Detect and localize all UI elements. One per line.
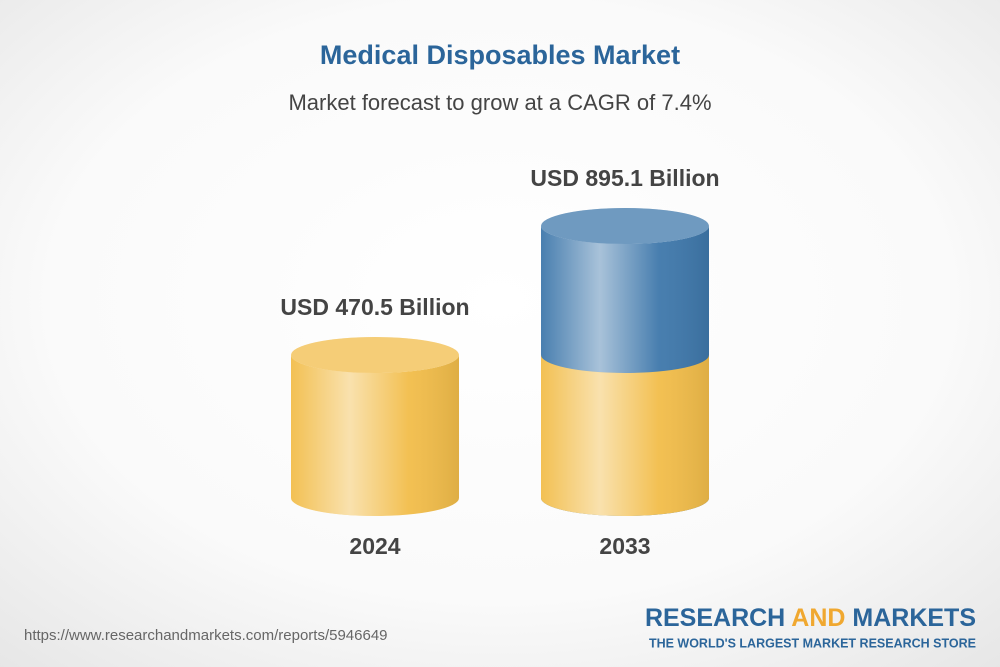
brand: RESEARCH AND MARKETS [645,604,976,632]
brand-tagline: THE WORLD'S LARGEST MARKET RESEARCH STOR… [649,636,976,650]
cylinder-top [291,337,459,374]
brand-word: MARKETS [852,604,976,632]
source-url: https://www.researchandmarkets.com/repor… [24,627,388,644]
brand-word: AND [791,604,845,632]
brand-word: RESEARCH [645,604,785,632]
chart-subtitle: Market forecast to grow at a CAGR of 7.4… [288,90,711,115]
value-label: USD 470.5 Billion [280,294,469,320]
cylinder-top-shine [291,337,459,374]
category-label: 2033 [599,533,650,559]
value-label: USD 895.1 Billion [530,165,719,191]
cylinder-shade [291,355,459,516]
cylinder-shade [541,355,709,516]
category-label: 2024 [349,533,400,559]
cylinder-top [541,208,709,244]
chart-title: Medical Disposables Market [320,40,680,70]
cylinder-top-shine [541,208,709,244]
